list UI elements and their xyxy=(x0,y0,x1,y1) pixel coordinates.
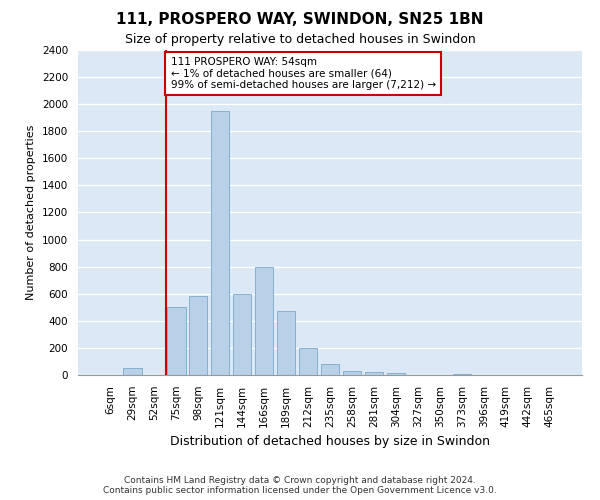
Bar xyxy=(233,294,251,375)
Text: 111 PROSPERO WAY: 54sqm
← 1% of detached houses are smaller (64)
99% of semi-det: 111 PROSPERO WAY: 54sqm ← 1% of detached… xyxy=(170,57,436,90)
Bar xyxy=(277,312,295,375)
Bar xyxy=(365,372,383,375)
Bar xyxy=(386,373,405,375)
Bar xyxy=(255,266,274,375)
Text: Contains HM Land Registry data © Crown copyright and database right 2024.
Contai: Contains HM Land Registry data © Crown c… xyxy=(103,476,497,495)
Bar xyxy=(452,374,471,375)
Bar xyxy=(299,348,317,375)
Text: 111, PROSPERO WAY, SWINDON, SN25 1BN: 111, PROSPERO WAY, SWINDON, SN25 1BN xyxy=(116,12,484,28)
Bar xyxy=(343,371,361,375)
X-axis label: Distribution of detached houses by size in Swindon: Distribution of detached houses by size … xyxy=(170,435,490,448)
Bar xyxy=(211,111,229,375)
Bar xyxy=(189,296,208,375)
Bar xyxy=(167,308,185,375)
Y-axis label: Number of detached properties: Number of detached properties xyxy=(26,125,37,300)
Text: Size of property relative to detached houses in Swindon: Size of property relative to detached ho… xyxy=(125,32,475,46)
Bar xyxy=(320,364,340,375)
Bar xyxy=(123,368,142,375)
